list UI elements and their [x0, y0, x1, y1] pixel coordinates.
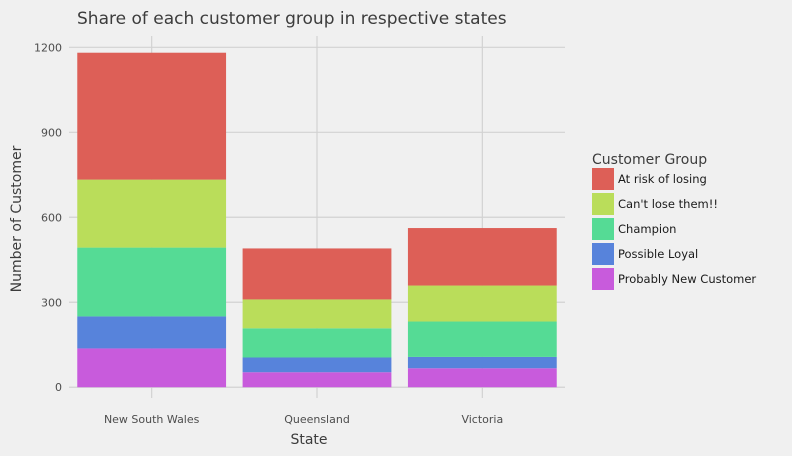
legend-label: Possible Loyal	[618, 247, 698, 261]
x-tick-label: Queensland	[284, 413, 350, 426]
legend-swatch	[592, 218, 614, 240]
y-tick-label: 900	[41, 126, 62, 139]
legend-items: At risk of losing Can't lose them!! Champi…	[592, 168, 756, 290]
bar-victoria-possible-loyal	[407, 356, 557, 369]
bar-queensland-possible-loyal	[242, 357, 392, 373]
bar-new-south-wales-at-risk-of-losing	[77, 52, 227, 180]
legend-title: Customer Group	[592, 152, 707, 168]
x-axis-title: State	[290, 432, 327, 448]
legend-swatch	[592, 243, 614, 265]
bar-victoria-probably-new-customer	[407, 368, 557, 388]
legend-item-can-t-lose-them: Can't lose them!!	[592, 193, 718, 215]
legend-item-champion: Champion	[592, 218, 676, 240]
y-tick-label: 600	[41, 211, 62, 224]
x-tick-label: New South Wales	[104, 413, 200, 426]
bar-new-south-wales-champion	[77, 247, 227, 317]
y-tick-label: 0	[55, 381, 62, 394]
y-axis-title: Number of Customer	[9, 145, 25, 292]
bar-victoria-can-t-lose-them	[407, 285, 557, 322]
legend-item-probably-new-customer: Probably New Customer	[592, 268, 756, 290]
legend-label: Champion	[618, 222, 676, 236]
legend-item-at-risk-of-losing: At risk of losing	[592, 168, 707, 190]
bar-queensland-at-risk-of-losing	[242, 248, 392, 300]
legend-label: Can't lose them!!	[618, 197, 718, 211]
bar-queensland-probably-new-customer	[242, 372, 392, 388]
bar-new-south-wales-can-t-lose-them	[77, 179, 227, 248]
x-axis-ticks: New South Wales Queensland Victoria	[104, 413, 503, 426]
bar-queensland-champion	[242, 328, 392, 358]
bar-new-south-wales-probably-new-customer	[77, 348, 227, 388]
y-tick-label: 1200	[34, 41, 62, 54]
bar-new-south-wales-possible-loyal	[77, 316, 227, 349]
bar-victoria-champion	[407, 321, 557, 357]
y-axis-ticks: 0 300 600 900 1200	[34, 41, 62, 394]
legend: Customer Group At risk of losing Can't lo…	[592, 152, 756, 290]
legend-label: At risk of losing	[618, 172, 707, 186]
bar-queensland-can-t-lose-them	[242, 299, 392, 329]
y-tick-label: 300	[41, 296, 62, 309]
bar-victoria-at-risk-of-losing	[407, 228, 557, 286]
bars	[77, 52, 557, 388]
legend-swatch	[592, 168, 614, 190]
legend-item-possible-loyal: Possible Loyal	[592, 243, 698, 265]
legend-swatch	[592, 193, 614, 215]
chart-title: Share of each customer group in respecti…	[77, 9, 507, 29]
legend-swatch	[592, 268, 614, 290]
legend-label: Probably New Customer	[618, 272, 756, 286]
x-tick-label: Victoria	[461, 413, 503, 426]
